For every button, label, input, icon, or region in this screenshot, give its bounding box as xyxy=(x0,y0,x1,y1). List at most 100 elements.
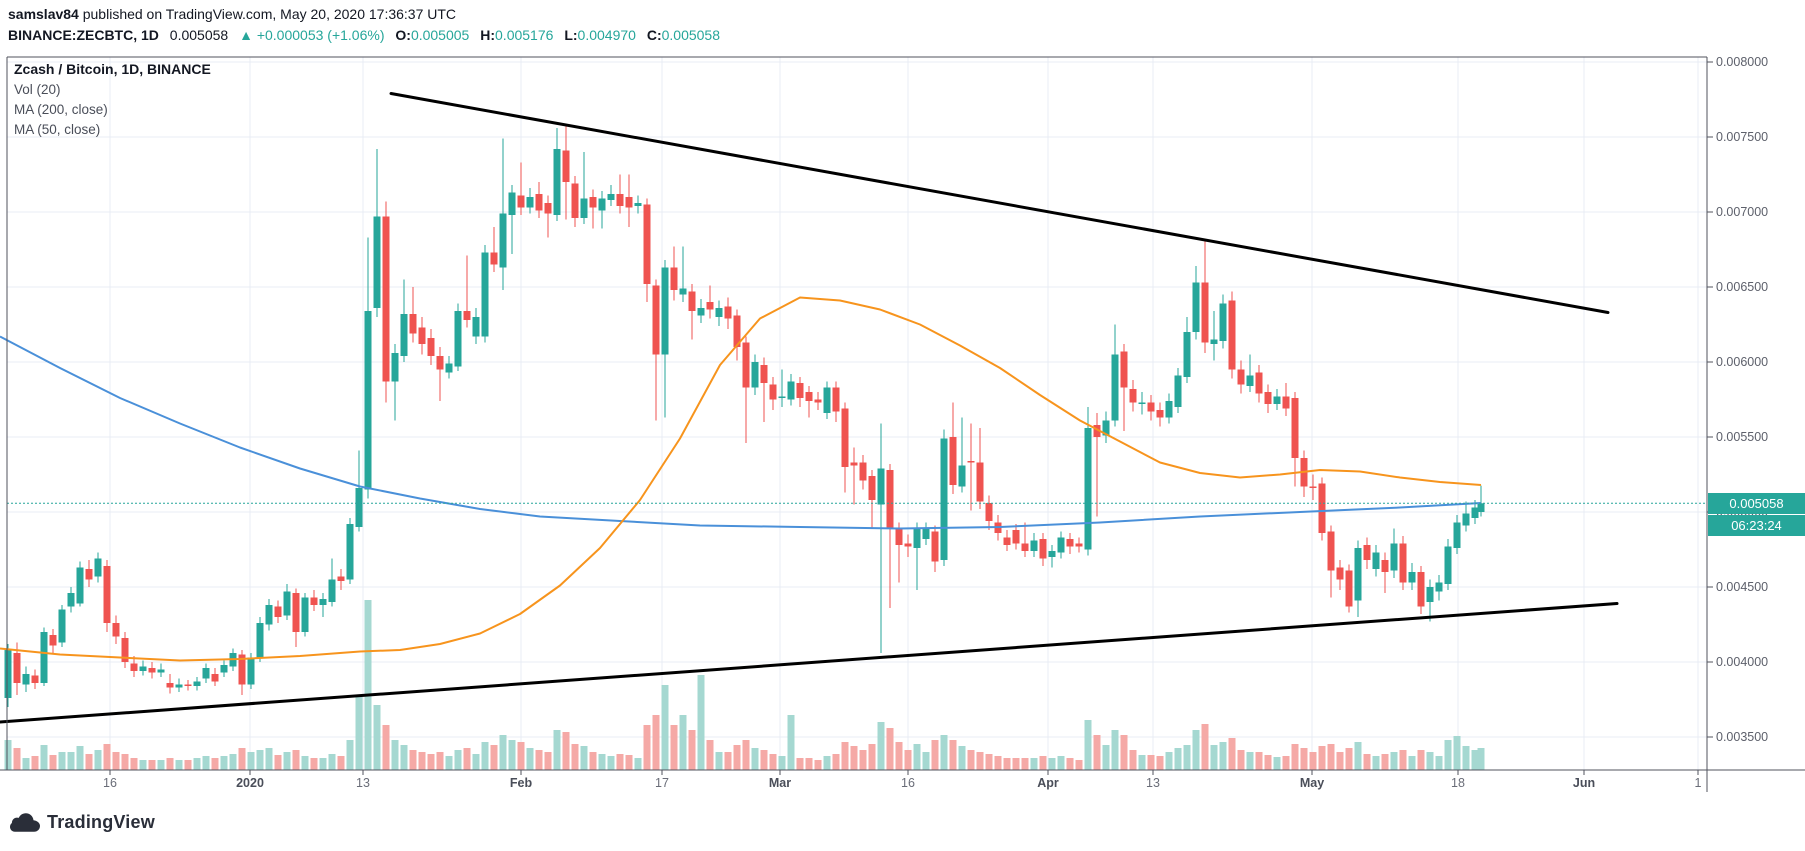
close-label: C: xyxy=(646,27,662,43)
candle-body xyxy=(967,461,975,463)
volume-bar xyxy=(67,752,75,770)
candle-body xyxy=(103,566,111,623)
price-axis-label: 0.004000 xyxy=(1716,655,1769,669)
volume-bar xyxy=(850,746,858,770)
candle-body xyxy=(868,476,876,500)
author-name: samslav84 xyxy=(8,6,79,22)
price-change: +0.000053 (+1.06%) xyxy=(256,27,385,43)
volume-bar xyxy=(1111,730,1119,770)
volume-bar xyxy=(724,752,732,770)
candle-body xyxy=(1273,396,1281,404)
cloud-icon xyxy=(10,813,40,832)
volume-bar xyxy=(1039,756,1047,770)
volume-bar xyxy=(364,600,372,770)
candle-body xyxy=(742,342,750,388)
volume-bar xyxy=(553,730,561,770)
candle-body xyxy=(310,597,318,605)
volume-bar xyxy=(274,755,282,770)
volume-bar xyxy=(1354,742,1362,770)
candle-body xyxy=(1372,552,1380,569)
volume-bar xyxy=(760,750,768,770)
candle-body xyxy=(976,462,984,502)
candle-body xyxy=(454,311,462,367)
volume-bar xyxy=(202,756,210,770)
ascending-support-trendline[interactable] xyxy=(0,602,1619,724)
price-axis-label: 0.004500 xyxy=(1716,580,1769,594)
candle-body xyxy=(1192,282,1200,332)
tradingview-logo[interactable]: TradingView xyxy=(10,812,155,833)
candle-body xyxy=(1084,428,1092,550)
candle-body xyxy=(112,623,120,637)
ma200-line[interactable] xyxy=(0,335,1482,530)
chart-legend: Zcash / Bitcoin, 1D, BINANCE Vol (20) MA… xyxy=(14,59,211,140)
volume-bar xyxy=(157,760,165,770)
descending-resistance-trendline[interactable] xyxy=(389,92,1610,314)
candle-body xyxy=(166,683,174,688)
candle-body xyxy=(85,569,93,580)
volume-bar xyxy=(661,685,669,770)
volume-bar xyxy=(1183,745,1191,770)
candle-body xyxy=(427,338,435,356)
volume-bar xyxy=(328,754,336,770)
volume-bar xyxy=(454,750,462,770)
volume-bar xyxy=(13,748,21,770)
candles-layer xyxy=(4,126,1485,707)
volume-bar xyxy=(940,735,948,770)
volume-bar xyxy=(913,744,921,770)
volume-bar xyxy=(103,744,111,770)
candle-body xyxy=(760,365,768,383)
time-axis-label: Apr xyxy=(1037,776,1059,790)
volume-bar xyxy=(517,742,525,770)
volume-layer xyxy=(4,600,1485,770)
time-axis-label: 17 xyxy=(655,776,669,790)
volume-bar xyxy=(922,752,930,770)
candle-body xyxy=(220,665,228,673)
candle-body xyxy=(652,285,660,355)
candle-body xyxy=(328,579,336,602)
volume-bar xyxy=(571,744,579,770)
volume-bar xyxy=(1165,752,1173,770)
candle-body xyxy=(670,267,678,290)
volume-bar xyxy=(1336,752,1344,770)
volume-bar xyxy=(1147,755,1155,770)
volume-bar xyxy=(985,754,993,770)
candle-body xyxy=(850,462,858,466)
candle-body xyxy=(643,204,651,284)
ma50-line[interactable] xyxy=(0,296,1482,662)
volume-bar xyxy=(40,745,48,770)
volume-bar xyxy=(958,746,966,770)
candle-body xyxy=(13,653,21,683)
open-value: 0.005005 xyxy=(410,27,470,43)
volume-bar xyxy=(625,755,633,770)
volume-bar xyxy=(1282,756,1290,770)
volume-bar xyxy=(1273,757,1281,770)
price-axis-label: 0.006500 xyxy=(1716,280,1769,294)
price-axis-label: 0.005500 xyxy=(1716,430,1769,444)
candle-body xyxy=(373,216,381,308)
time-axis-label: Mar xyxy=(768,776,792,790)
volume-bar xyxy=(193,758,201,770)
legend-ma50-study[interactable]: MA (50, close) xyxy=(14,122,101,137)
logo-text: TradingView xyxy=(47,812,155,832)
volume-bar xyxy=(445,756,453,770)
candle-body xyxy=(724,306,732,319)
volume-bar xyxy=(589,752,597,770)
symbol-label[interactable]: BINANCE:ZECBTC, 1D xyxy=(8,27,159,43)
volume-bar xyxy=(1291,744,1299,770)
candle-body xyxy=(445,363,453,373)
volume-bar xyxy=(22,758,30,770)
candle-body xyxy=(508,192,516,215)
volume-bar xyxy=(121,754,129,770)
candle-body xyxy=(796,383,804,398)
legend-volume-study[interactable]: Vol (20) xyxy=(14,82,61,97)
time-axis-label: 18 xyxy=(1451,776,1465,790)
legend-ma200-study[interactable]: MA (200, close) xyxy=(14,102,108,117)
candle-body xyxy=(1210,339,1218,344)
candle-countdown-badge: 06:23:24 xyxy=(1708,514,1805,536)
legend-symbol-title[interactable]: Zcash / Bitcoin, 1D, BINANCE xyxy=(14,61,211,77)
volume-bar xyxy=(742,740,750,770)
candle-body xyxy=(895,528,903,545)
volume-bar xyxy=(166,758,174,770)
candle-body xyxy=(1354,548,1362,601)
